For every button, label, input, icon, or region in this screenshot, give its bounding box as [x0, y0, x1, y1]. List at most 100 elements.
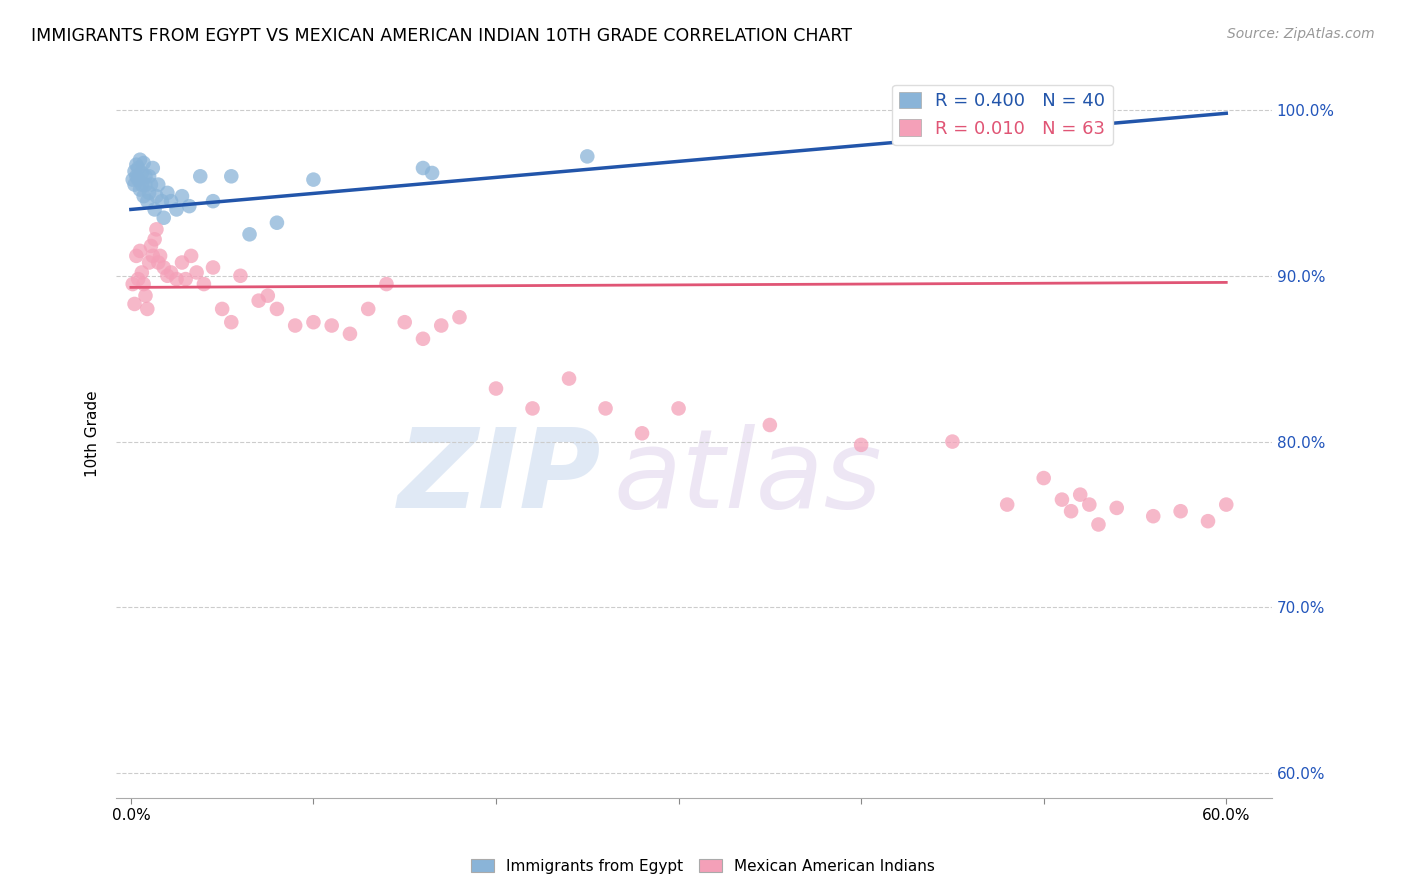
Point — [375, 277, 398, 291]
Point — [576, 149, 599, 163]
Point — [124, 178, 146, 192]
Point — [124, 297, 146, 311]
Point — [142, 161, 165, 175]
Point — [1105, 500, 1128, 515]
Point — [148, 255, 170, 269]
Point — [138, 255, 160, 269]
Point — [188, 169, 211, 184]
Point — [1060, 504, 1083, 518]
Point — [430, 318, 453, 333]
Point — [160, 194, 183, 209]
Point — [339, 326, 361, 341]
Point — [1142, 509, 1164, 524]
Point — [166, 202, 188, 217]
Point — [449, 310, 471, 325]
Point — [121, 172, 143, 186]
Point — [148, 178, 170, 192]
Point — [131, 166, 153, 180]
Point — [170, 189, 193, 203]
Point — [136, 194, 159, 209]
Point — [125, 249, 148, 263]
Point — [131, 178, 153, 192]
Text: Source: ZipAtlas.com: Source: ZipAtlas.com — [1227, 27, 1375, 41]
Point — [302, 172, 325, 186]
Point — [759, 417, 782, 432]
Point — [321, 318, 343, 333]
Point — [221, 169, 243, 184]
Point — [256, 288, 278, 302]
Point — [134, 178, 156, 192]
Point — [1170, 504, 1192, 518]
Point — [1215, 498, 1237, 512]
Point — [202, 194, 225, 209]
Text: IMMIGRANTS FROM EGYPT VS MEXICAN AMERICAN INDIAN 10TH GRADE CORRELATION CHART: IMMIGRANTS FROM EGYPT VS MEXICAN AMERICA… — [31, 27, 852, 45]
Point — [174, 272, 197, 286]
Point — [266, 301, 288, 316]
Y-axis label: 10th Grade: 10th Grade — [86, 390, 100, 476]
Point — [180, 249, 202, 263]
Point — [247, 293, 270, 308]
Point — [179, 199, 201, 213]
Point — [1078, 498, 1101, 512]
Point — [136, 301, 159, 316]
Point — [302, 315, 325, 329]
Point — [995, 498, 1018, 512]
Point — [1087, 517, 1109, 532]
Point — [132, 156, 155, 170]
Point — [134, 288, 156, 302]
Point — [485, 382, 508, 396]
Point — [134, 169, 156, 184]
Point — [595, 401, 617, 416]
Point — [138, 186, 160, 200]
Point — [1032, 471, 1054, 485]
Point — [394, 315, 416, 329]
Point — [1069, 488, 1091, 502]
Point — [127, 172, 149, 186]
Point — [420, 166, 443, 180]
Point — [152, 211, 174, 225]
Point — [149, 249, 172, 263]
Point — [145, 222, 167, 236]
Point — [211, 301, 233, 316]
Point — [1197, 514, 1219, 528]
Point — [284, 318, 307, 333]
Point — [156, 186, 179, 200]
Point — [229, 268, 252, 283]
Point — [170, 255, 193, 269]
Point — [129, 183, 152, 197]
Point — [127, 161, 149, 175]
Point — [125, 158, 148, 172]
Point — [121, 277, 143, 291]
Legend: Immigrants from Egypt, Mexican American Indians: Immigrants from Egypt, Mexican American … — [465, 853, 941, 880]
Point — [357, 301, 380, 316]
Point — [139, 239, 162, 253]
Point — [132, 277, 155, 291]
Point — [166, 272, 188, 286]
Point — [142, 249, 165, 263]
Point — [668, 401, 690, 416]
Point — [160, 265, 183, 279]
Point — [152, 260, 174, 275]
Point — [412, 161, 434, 175]
Point — [145, 189, 167, 203]
Point — [150, 194, 173, 209]
Text: ZIP: ZIP — [398, 424, 602, 531]
Point — [127, 272, 149, 286]
Text: atlas: atlas — [613, 424, 882, 531]
Point — [124, 164, 146, 178]
Point — [143, 232, 166, 246]
Legend: R = 0.400   N = 40, R = 0.010   N = 63: R = 0.400 N = 40, R = 0.010 N = 63 — [891, 85, 1112, 145]
Point — [941, 434, 963, 449]
Point — [558, 371, 581, 385]
Point — [1087, 100, 1109, 114]
Point — [193, 277, 215, 291]
Point — [186, 265, 208, 279]
Point — [266, 216, 288, 230]
Point — [522, 401, 544, 416]
Point — [131, 265, 153, 279]
Point — [132, 189, 155, 203]
Point — [129, 244, 152, 258]
Point — [849, 438, 872, 452]
Point — [129, 153, 152, 167]
Point — [238, 227, 260, 242]
